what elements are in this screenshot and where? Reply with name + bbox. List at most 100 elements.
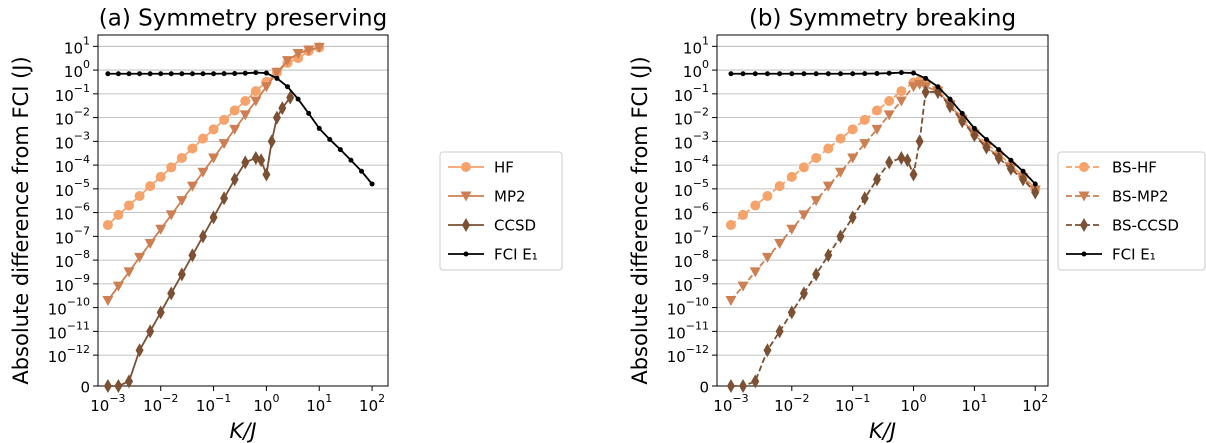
tick-exponent: −6 [693, 201, 709, 214]
marker [316, 125, 322, 131]
tick-base: 10 [674, 253, 693, 271]
marker [798, 210, 810, 221]
marker [923, 75, 929, 81]
tick-exponent: 1 [980, 392, 987, 405]
marker [337, 147, 343, 153]
marker [260, 82, 272, 93]
marker [897, 150, 906, 165]
marker [915, 134, 924, 149]
marker [799, 286, 808, 301]
marker [959, 110, 965, 116]
tick-exponent: −8 [74, 248, 90, 261]
tick-base: 10 [48, 300, 67, 318]
y-tick-label: 10−9 [55, 272, 90, 295]
marker [232, 70, 238, 76]
tick-base: 10 [64, 63, 83, 81]
marker [958, 114, 967, 129]
marker [810, 196, 822, 207]
tick-base: 10 [196, 397, 215, 415]
legend-label: HF [494, 159, 514, 177]
y-tick-label: 10−10 [667, 296, 709, 319]
subplot: 010−1210−1110−1010−910−810−710−610−510−4… [628, 6, 1206, 443]
marker [775, 324, 784, 339]
legend-label: BS-CCSD [1112, 217, 1179, 235]
tick-exponent: −5 [74, 177, 90, 190]
marker [220, 191, 229, 206]
marker [113, 209, 124, 220]
marker [740, 71, 746, 77]
marker [282, 56, 294, 67]
marker [872, 172, 881, 187]
tick-base: 10 [835, 397, 854, 415]
tick-base: 10 [55, 253, 74, 271]
marker [750, 200, 761, 211]
marker [241, 155, 250, 170]
marker [860, 191, 869, 206]
marker [996, 147, 1002, 153]
marker [229, 105, 240, 116]
tick-base: 10 [90, 397, 109, 415]
marker [895, 96, 907, 107]
tick-base: 10 [306, 397, 325, 415]
marker [822, 181, 834, 192]
marker [303, 45, 315, 56]
tick-base: 10 [64, 39, 83, 57]
series-line [730, 91, 1036, 387]
tick-base: 10 [774, 397, 793, 415]
subplot: 010−1210−1110−1010−910−810−710−610−510−4… [9, 6, 563, 443]
marker [179, 71, 185, 77]
marker [211, 71, 217, 77]
x-tick-label: 101 [306, 392, 332, 415]
marker [306, 110, 312, 116]
tick-base: 10 [900, 397, 919, 415]
marker [763, 343, 772, 358]
marker [102, 220, 113, 231]
marker [186, 181, 198, 192]
y-tick-label: 10−9 [674, 272, 709, 295]
marker [725, 295, 737, 306]
marker [798, 162, 809, 173]
marker [764, 71, 770, 77]
marker [200, 71, 206, 77]
marker [801, 71, 807, 77]
marker [177, 267, 186, 282]
x-tick-label: 10−1 [196, 392, 231, 415]
marker [146, 324, 155, 339]
marker [825, 71, 831, 77]
marker [970, 128, 979, 143]
marker [921, 84, 930, 99]
legend-label: FCI E₁ [494, 246, 538, 264]
y-tick-label: 100 [683, 58, 709, 81]
marker [144, 239, 156, 250]
marker [208, 124, 219, 135]
marker [777, 71, 783, 77]
marker [786, 224, 798, 235]
marker [935, 84, 941, 90]
y-tick-label: 10−1 [674, 82, 709, 105]
tick-exponent: −2 [693, 106, 709, 119]
tick-base: 10 [674, 86, 693, 104]
marker [134, 252, 146, 263]
plot-frame [716, 34, 1049, 387]
marker [274, 75, 280, 81]
marker [168, 71, 174, 77]
tick-exponent: −9 [693, 272, 709, 285]
y-tick-label: 10−10 [48, 296, 90, 319]
chart-title: (b) Symmetry breaking [749, 6, 1016, 32]
tick-base: 10 [55, 158, 74, 176]
y-tick-label: 10−6 [55, 201, 90, 224]
marker [126, 71, 132, 77]
y-tick-label: 10−12 [667, 343, 709, 366]
legend-label: MP2 [494, 188, 526, 206]
marker [250, 86, 261, 97]
marker [787, 305, 796, 320]
x-axis-label: K/J [869, 419, 896, 443]
series-line [730, 71, 1036, 185]
y-tick-label: 10−3 [674, 129, 709, 152]
tick-exponent: 1 [83, 34, 90, 47]
tick-exponent: −1 [215, 392, 231, 405]
y-tick-label: 10−5 [674, 177, 709, 200]
x-tick-label: 100 [900, 392, 926, 415]
marker [847, 153, 859, 164]
